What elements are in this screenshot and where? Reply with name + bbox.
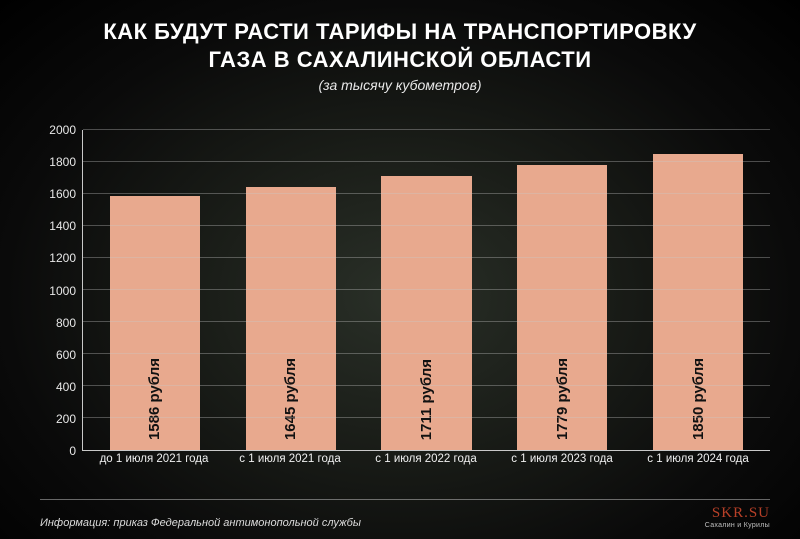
- x-tick-label: до 1 июля 2021 года: [86, 451, 222, 479]
- grid-line: [83, 321, 770, 322]
- title-line-1: КАК БУДУТ РАСТИ ТАРИФЫ НА ТРАНСПОРТИРОВК…: [103, 19, 696, 44]
- y-axis: 0200400600800100012001400160018002000: [40, 130, 82, 451]
- brand-logo: SKR.SU: [705, 506, 770, 522]
- bar: 1711 рубля: [381, 176, 471, 450]
- bar-value-label: 1586 рубля: [146, 348, 163, 450]
- bar-slot: 1586 рубля: [87, 130, 223, 450]
- x-tick-label: с 1 июля 2022 года: [358, 451, 494, 479]
- grid-line: [83, 161, 770, 162]
- footer: Информация: приказ Федеральной антимоноп…: [40, 499, 770, 529]
- chart-subtitle: (за тысячу кубометров): [0, 77, 800, 103]
- bar: 1586 рубля: [110, 196, 200, 450]
- bar-slot: 1779 рубля: [494, 130, 630, 450]
- bar-value-label: 1645 рубля: [282, 348, 299, 450]
- y-tick-label: 1800: [49, 155, 76, 169]
- y-tick-label: 1000: [49, 284, 76, 298]
- bar-slot: 1850 рубля: [630, 130, 766, 450]
- y-tick-label: 0: [69, 444, 76, 458]
- grid-line: [83, 257, 770, 258]
- title-line-2: ГАЗА В САХАЛИНСКОЙ ОБЛАСТИ: [208, 47, 591, 72]
- y-tick-label: 600: [56, 348, 76, 362]
- bar-chart: 0200400600800100012001400160018002000 15…: [40, 130, 770, 479]
- grid-line: [83, 385, 770, 386]
- bar: 1645 рубля: [246, 187, 336, 450]
- grid-line: [83, 417, 770, 418]
- y-tick-label: 1600: [49, 187, 76, 201]
- bar-value-label: 1779 рубля: [554, 348, 571, 450]
- y-tick-label: 400: [56, 380, 76, 394]
- bar-value-label: 1850 рубля: [690, 348, 707, 450]
- bar-slot: 1711 рубля: [359, 130, 495, 450]
- bar-slot: 1645 рубля: [223, 130, 359, 450]
- bars-container: 1586 рубля 1645 рубля 1711 рубля 1779 рубля…: [83, 130, 770, 450]
- bar: 1779 рубля: [517, 165, 607, 450]
- brand-tagline: Сахалин и Курилы: [705, 522, 770, 529]
- grid-line: [83, 129, 770, 130]
- bar-value-label: 1711 рубля: [418, 349, 435, 450]
- x-tick-label: с 1 июля 2024 года: [630, 451, 766, 479]
- grid-line: [83, 289, 770, 290]
- source-text: Информация: приказ Федеральной антимоноп…: [40, 517, 361, 529]
- brand: SKR.SU Сахалин и Курилы: [705, 506, 770, 529]
- grid-line: [83, 193, 770, 194]
- y-tick-label: 1400: [49, 219, 76, 233]
- grid-line: [83, 225, 770, 226]
- grid-line: [83, 353, 770, 354]
- y-tick-label: 200: [56, 412, 76, 426]
- x-axis: до 1 июля 2021 годас 1 июля 2021 годас 1…: [82, 451, 770, 479]
- chart-title: КАК БУДУТ РАСТИ ТАРИФЫ НА ТРАНСПОРТИРОВК…: [0, 0, 800, 77]
- bar: 1850 рубля: [653, 154, 743, 450]
- y-tick-label: 1200: [49, 251, 76, 265]
- x-tick-label: с 1 июля 2023 года: [494, 451, 630, 479]
- y-tick-label: 800: [56, 316, 76, 330]
- x-tick-label: с 1 июля 2021 года: [222, 451, 358, 479]
- y-tick-label: 2000: [49, 123, 76, 137]
- plot-area: 1586 рубля 1645 рубля 1711 рубля 1779 рубля…: [82, 130, 770, 451]
